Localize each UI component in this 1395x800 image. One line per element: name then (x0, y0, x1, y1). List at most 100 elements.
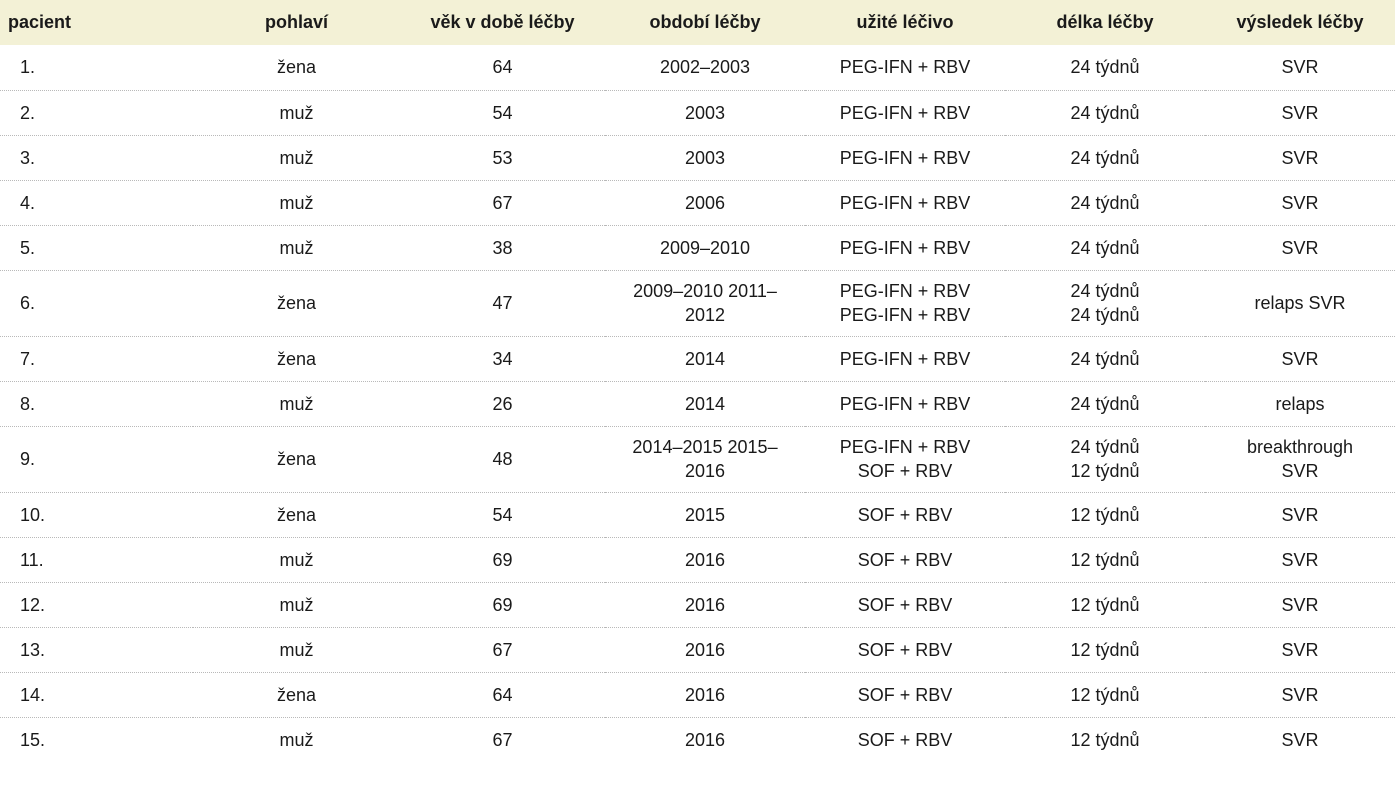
cell-result-line: SVR (1281, 504, 1319, 525)
cell-sex: žena (193, 269, 400, 336)
cell-drug-line: PEG-IFN + RBV (839, 102, 971, 123)
cell-patient: 2. (0, 89, 193, 135)
cell-result: breakthrough SVR (1205, 425, 1395, 492)
cell-result-line: SVR (1281, 461, 1319, 481)
treatment-table: pacient pohlaví věk v době léčby období … (0, 0, 1395, 762)
cell-duration: 12 týdnů (1005, 626, 1205, 672)
cell-patient: 12. (0, 581, 193, 627)
cell-period-line: 2014 (684, 348, 726, 369)
cell-patient: 9. (0, 425, 193, 492)
header-patient: pacient (0, 0, 193, 45)
cell-result: SVR (1205, 89, 1395, 135)
cell-sex: žena (193, 335, 400, 381)
cell-period: 2014 (605, 380, 805, 426)
cell-duration-line: 24 týdnů (1070, 305, 1140, 325)
table-row: 10. žena 54 2015 SOF + RBV 12 týdnů SVR (0, 491, 1395, 537)
cell-drug-line: PEG-IFN + RBV (839, 237, 971, 258)
cell-result: SVR (1205, 716, 1395, 762)
cell-sex: žena (193, 425, 400, 492)
cell-drug: PEG-IFN + RBV PEG-IFN + RBV (805, 269, 1005, 336)
cell-result: SVR (1205, 536, 1395, 582)
cell-duration-line: 24 týdnů (1070, 393, 1140, 414)
header-age: věk v době léčby (400, 0, 605, 45)
cell-drug: SOF + RBV (805, 581, 1005, 627)
cell-patient: 6. (0, 269, 193, 336)
header-drug: užité léčivo (805, 0, 1005, 45)
cell-drug-line: PEG-IFN + RBV (839, 437, 971, 457)
cell-sex: žena (193, 45, 400, 90)
cell-sex: muž (193, 134, 400, 180)
cell-period-line: 2003 (684, 102, 726, 123)
cell-period-line: 2015 (684, 504, 726, 525)
cell-age: 38 (400, 224, 605, 270)
cell-sex: muž (193, 380, 400, 426)
cell-period: 2016 (605, 716, 805, 762)
cell-drug: SOF + RBV (805, 716, 1005, 762)
cell-duration-line: 12 týdnů (1070, 594, 1140, 615)
cell-drug-line: SOF + RBV (857, 639, 953, 660)
cell-age: 67 (400, 626, 605, 672)
cell-drug-line: PEG-IFN + RBV (839, 147, 971, 168)
table-row: 1. žena 64 2002–2003 PEG-IFN + RBV 24 týdnů SV… (0, 45, 1395, 90)
cell-duration-line: 24 týdnů (1070, 147, 1140, 168)
header-sex: pohlaví (193, 0, 400, 45)
cell-result: relaps (1205, 380, 1395, 426)
cell-drug-line: SOF + RBV (857, 729, 953, 750)
cell-sex: muž (193, 89, 400, 135)
cell-duration: 24 týdnů (1005, 134, 1205, 180)
cell-period: 2016 (605, 581, 805, 627)
cell-duration: 24 týdnů (1005, 179, 1205, 225)
cell-patient: 1. (0, 45, 193, 90)
cell-result: SVR (1205, 491, 1395, 537)
cell-duration: 24 týdnů 24 týdnů (1005, 269, 1205, 336)
cell-duration: 24 týdnů (1005, 380, 1205, 426)
cell-result-line: SVR (1281, 594, 1319, 615)
header-duration: délka léčby (1005, 0, 1205, 45)
cell-age: 34 (400, 335, 605, 381)
cell-drug: SOF + RBV (805, 671, 1005, 717)
cell-result: SVR (1205, 45, 1395, 90)
cell-drug: PEG-IFN + RBV SOF + RBV (805, 425, 1005, 492)
cell-result-line: SVR (1281, 549, 1319, 570)
cell-duration-line: 12 týdnů (1070, 684, 1140, 705)
cell-duration-line: 12 týdnů (1070, 461, 1140, 481)
table-row: 11. muž 69 2016 SOF + RBV 12 týdnů SVR (0, 536, 1395, 582)
cell-age: 48 (400, 425, 605, 492)
cell-drug-line: PEG-IFN + RBV (839, 393, 971, 414)
cell-drug: PEG-IFN + RBV (805, 89, 1005, 135)
cell-result-line: SVR (1281, 639, 1319, 660)
table-header: pacient pohlaví věk v době léčby období … (0, 0, 1395, 45)
cell-drug-line: SOF + RBV (857, 461, 953, 481)
cell-result-line: SVR (1281, 102, 1319, 123)
cell-patient: 11. (0, 536, 193, 582)
cell-sex: muž (193, 179, 400, 225)
cell-period-line: 2016 (684, 729, 726, 750)
cell-patient: 4. (0, 179, 193, 225)
cell-duration-line: 12 týdnů (1070, 639, 1140, 660)
header-row: pacient pohlaví věk v době léčby období … (0, 0, 1395, 45)
cell-drug: PEG-IFN + RBV (805, 179, 1005, 225)
cell-result-line: SVR (1281, 348, 1319, 369)
cell-patient: 3. (0, 134, 193, 180)
table-row: 6. žena 47 2009–2010 2011– 2012 PEG-IFN + RBV… (0, 269, 1395, 336)
cell-age: 54 (400, 89, 605, 135)
cell-duration-line: 24 týdnů (1070, 281, 1140, 301)
cell-drug-line: SOF + RBV (857, 504, 953, 525)
cell-drug-line: SOF + RBV (857, 594, 953, 615)
cell-duration-line: 24 týdnů (1070, 57, 1140, 78)
cell-duration: 12 týdnů (1005, 536, 1205, 582)
table-row: 15. muž 67 2016 SOF + RBV 12 týdnů SVR (0, 716, 1395, 762)
cell-result: SVR (1205, 134, 1395, 180)
cell-period-line: 2006 (684, 192, 726, 213)
cell-result: SVR (1205, 224, 1395, 270)
cell-sex: muž (193, 716, 400, 762)
cell-drug: SOF + RBV (805, 536, 1005, 582)
table-row: 2. muž 54 2003 PEG-IFN + RBV 24 týdnů SVR (0, 89, 1395, 135)
cell-period-line: 2016 (684, 549, 726, 570)
cell-age: 53 (400, 134, 605, 180)
cell-result-line: breakthrough (1246, 437, 1354, 457)
cell-period-line: 2016 (684, 461, 726, 481)
header-result: výsledek léčby (1205, 0, 1395, 45)
cell-age: 54 (400, 491, 605, 537)
cell-period: 2003 (605, 134, 805, 180)
